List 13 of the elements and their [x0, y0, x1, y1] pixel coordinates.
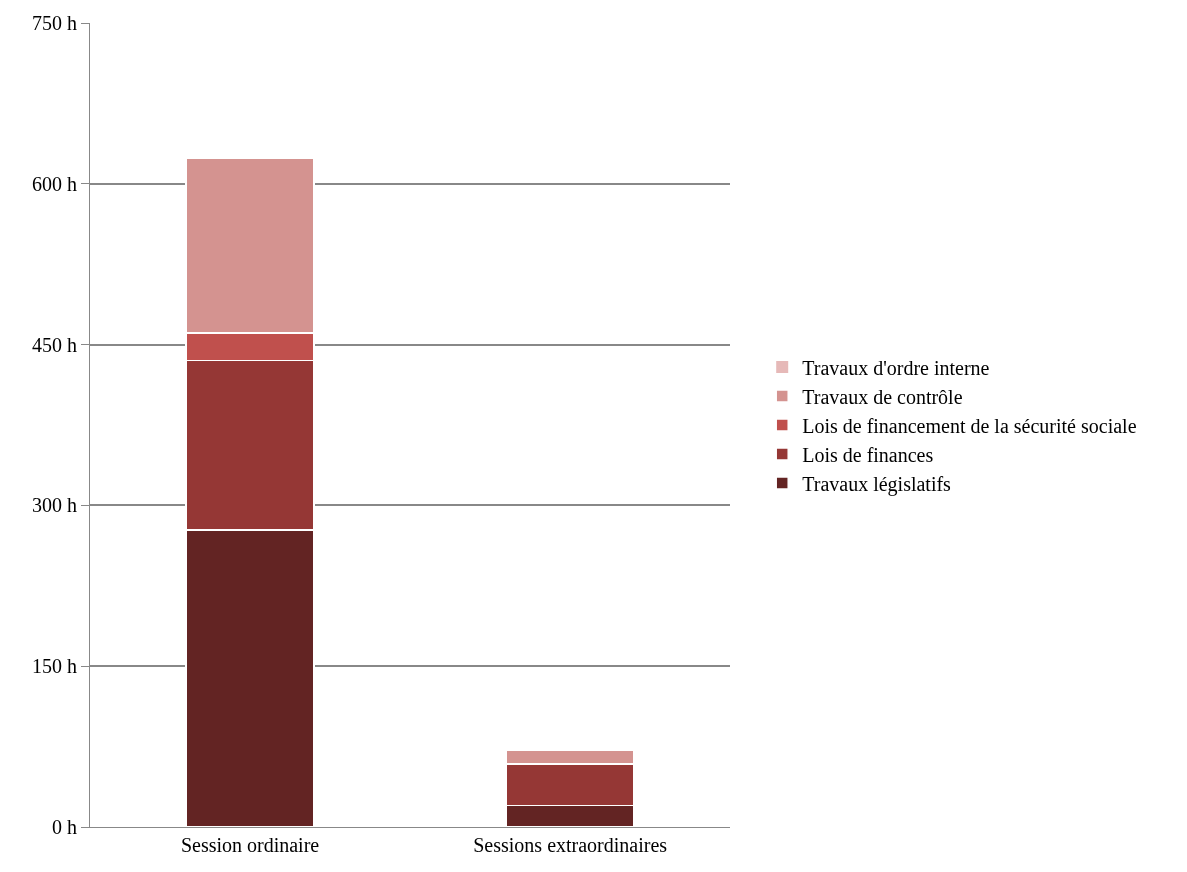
y-tick-label: 600 h: [32, 172, 77, 195]
y-tick-label: 450 h: [32, 333, 77, 356]
legend-label: Travaux de contrôle: [802, 385, 963, 408]
y-tick-label: 300 h: [32, 494, 77, 517]
legend-label: Travaux d'ordre interne: [802, 356, 990, 379]
y-tick-label: 750 h: [32, 12, 77, 34]
x-tick-label: Sessions extraordinaires: [473, 834, 668, 856]
legend-label: Lois de finances: [802, 443, 934, 466]
legend-label: Lois de financement de la sécurité sociale: [802, 414, 1137, 437]
y-tick-label: 150 h: [32, 655, 77, 678]
x-tick-label: Session ordinaire: [180, 834, 320, 856]
y-tick-label: 0 h: [52, 816, 77, 838]
legend-label: Travaux législatifs: [802, 472, 952, 496]
